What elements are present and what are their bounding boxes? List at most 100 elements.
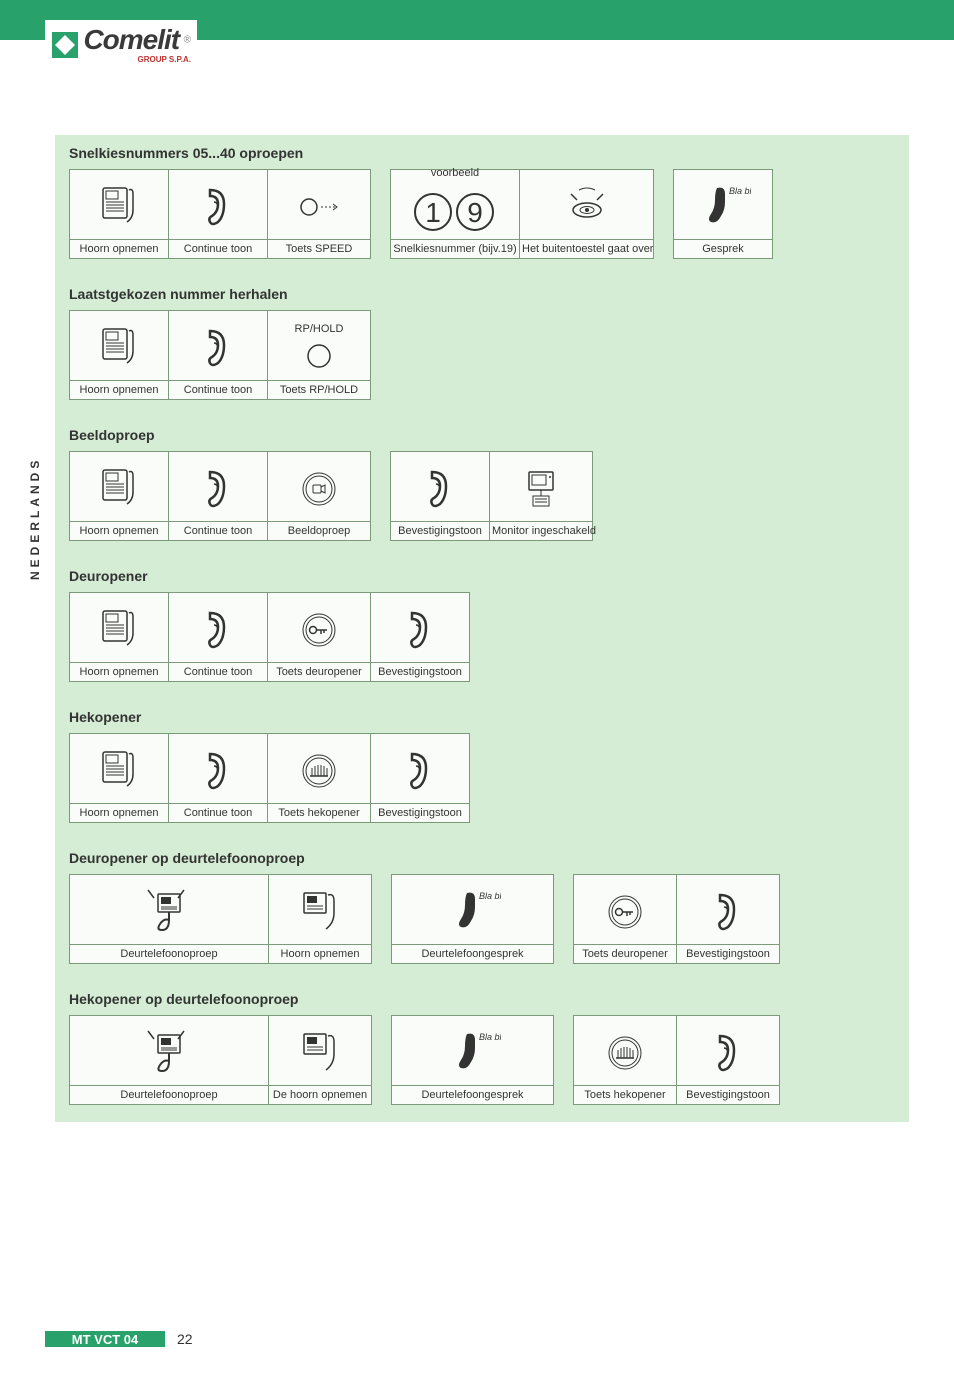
section-title: Beeldoproep xyxy=(69,427,895,443)
step-label: Snelkiesnummer (bijv.19) xyxy=(391,239,519,258)
step-row: Hoorn opnemenContinue toonToets deuropen… xyxy=(69,592,895,682)
spacer xyxy=(371,451,391,541)
step-cell: Toets deuropener xyxy=(267,592,371,682)
step-label: Bevestigingstoon xyxy=(371,662,469,681)
section-title: Deuropener op deurtelefoonoproep xyxy=(69,850,895,866)
step-label: Continue toon xyxy=(169,239,267,258)
step-label: Hoorn opnemen xyxy=(70,380,168,399)
step-row: Hoorn opnemenContinue toonToets hekopene… xyxy=(69,733,895,823)
step-cell: Bevestigingstoon xyxy=(676,1015,780,1105)
step-cell: Bevestigingstoon xyxy=(676,874,780,964)
step-label: Toets hekopener xyxy=(574,1085,676,1104)
step-cell: Bevestigingstoon xyxy=(390,451,490,541)
manual-content: Snelkiesnummers 05...40 oproepen Hoorn op… xyxy=(55,135,909,1122)
section-title: Hekopener op deurtelefoonoproep xyxy=(69,991,895,1007)
spacer xyxy=(372,1015,392,1105)
step-cell: Continue toon xyxy=(168,310,268,400)
spacer xyxy=(554,874,574,964)
section-title: Hekopener xyxy=(69,709,895,725)
step-label: Toets hekopener xyxy=(268,803,370,822)
step-label: Toets RP/HOLD xyxy=(268,380,370,399)
step-cell: Toets hekopener xyxy=(267,733,371,823)
spacer xyxy=(372,874,392,964)
step-cell: Bla blaDeurtelefoongesprek xyxy=(391,874,554,964)
step-label: Monitor ingeschakeld xyxy=(490,521,592,540)
side-language-label: NEDERLANDS xyxy=(28,457,42,580)
speaker-icon xyxy=(520,170,653,239)
step-cell: Monitor ingeschakeld xyxy=(489,451,593,541)
step-cell: De hoorn opnemen xyxy=(268,1015,372,1105)
step-label: Bevestigingstoon xyxy=(677,944,779,963)
svg-text:Bla bla: Bla bla xyxy=(479,891,501,901)
ear-icon xyxy=(677,1016,779,1085)
spacer xyxy=(654,169,674,259)
svg-text:RP/HOLD: RP/HOLD xyxy=(295,323,344,335)
step-cell: Het buitentoestel gaat over xyxy=(519,169,654,259)
phone-icon xyxy=(70,452,168,521)
step-cell: RP/HOLD Toets RP/HOLD xyxy=(267,310,371,400)
ear-icon xyxy=(371,734,469,803)
step-label: Bevestigingstoon xyxy=(677,1085,779,1104)
step-row: Hoorn opnemenContinue toonToets SPEEDvoo… xyxy=(69,169,895,259)
ear-icon xyxy=(169,452,267,521)
phone-icon xyxy=(70,734,168,803)
handset-talk-icon: Bla bla xyxy=(674,170,772,239)
step-row: DeurtelefoonoproepDe hoorn opnemen Bla bl… xyxy=(69,1015,895,1105)
step-cell: Continue toon xyxy=(168,592,268,682)
step-label: Het buitentoestel gaat over xyxy=(520,239,653,258)
step-row: Hoorn opnemenContinue toonBeeldoproep Bev… xyxy=(69,451,895,541)
step-label: Hoorn opnemen xyxy=(70,662,168,681)
door-ring-icon xyxy=(70,1016,268,1085)
step-cell: Continue toon xyxy=(168,451,268,541)
instruction-section: Hekopener op deurtelefoonoproep Deurtelef… xyxy=(55,981,909,1122)
ear-icon xyxy=(169,734,267,803)
phone-icon xyxy=(70,170,168,239)
step-cell: Bla bla Gesprek xyxy=(673,169,773,259)
step-label: Hoorn opnemen xyxy=(70,803,168,822)
svg-text:Bla bla: Bla bla xyxy=(729,186,751,196)
step-label: Hoorn opnemen xyxy=(70,521,168,540)
step-label: Beeldoproep xyxy=(268,521,370,540)
door-ring-icon xyxy=(70,875,268,944)
instruction-section: Snelkiesnummers 05...40 oproepen Hoorn op… xyxy=(55,135,909,276)
spacer xyxy=(554,1015,574,1105)
step-label: Continue toon xyxy=(169,662,267,681)
step-label: Continue toon xyxy=(169,803,267,822)
step-label: Bevestigingstoon xyxy=(371,803,469,822)
logo: Comelit ® GROUP S.P.A. xyxy=(45,20,197,64)
handset-talk-icon: Bla bla xyxy=(392,1016,553,1085)
step-row: Hoorn opnemenContinue toon RP/HOLD Toets R… xyxy=(69,310,895,400)
step-cell: Toets SPEED xyxy=(267,169,371,259)
svg-text:Bla bla: Bla bla xyxy=(479,1032,501,1042)
instruction-section: Deuropener Hoorn opnemenContinue toonToet… xyxy=(55,558,909,699)
section-title: Snelkiesnummers 05...40 oproepen xyxy=(69,145,895,161)
page-number: 22 xyxy=(177,1331,193,1347)
step-label: Continue toon xyxy=(169,521,267,540)
spacer xyxy=(371,169,391,259)
cell-top-label: voorbeeld xyxy=(429,165,481,181)
instruction-section: Hekopener Hoorn opnemenContinue toonToets… xyxy=(55,699,909,840)
step-label: Deurtelefoonoproep xyxy=(70,944,268,963)
step-cell: Hoorn opnemen xyxy=(69,733,169,823)
step-cell: Continue toon xyxy=(168,169,268,259)
step-cell: Bevestigingstoon xyxy=(370,592,470,682)
step-cell: Toets deuropener xyxy=(573,874,677,964)
step-label: Hoorn opnemen xyxy=(269,944,371,963)
step-cell: Hoorn opnemen xyxy=(69,451,169,541)
svg-text:9: 9 xyxy=(467,197,483,228)
door-phone-icon xyxy=(269,1016,371,1085)
ear-icon xyxy=(371,593,469,662)
step-label: Deurtelefoonoproep xyxy=(70,1085,268,1104)
step-cell: Deurtelefoonoproep xyxy=(69,1015,269,1105)
section-title: Deuropener xyxy=(69,568,895,584)
section-title: Laatstgekozen nummer herhalen xyxy=(69,286,895,302)
step-cell: Beeldoproep xyxy=(267,451,371,541)
step-cell: Deurtelefoonoproep xyxy=(69,874,269,964)
btn-key-icon xyxy=(574,875,676,944)
handset-talk-icon: Bla bla xyxy=(392,875,553,944)
step-label: Deurtelefoongesprek xyxy=(392,1085,553,1104)
btn-gate-icon xyxy=(268,734,370,803)
step-label: Toets SPEED xyxy=(268,239,370,258)
step-label: Gesprek xyxy=(674,239,772,258)
step-cell: Bevestigingstoon xyxy=(370,733,470,823)
